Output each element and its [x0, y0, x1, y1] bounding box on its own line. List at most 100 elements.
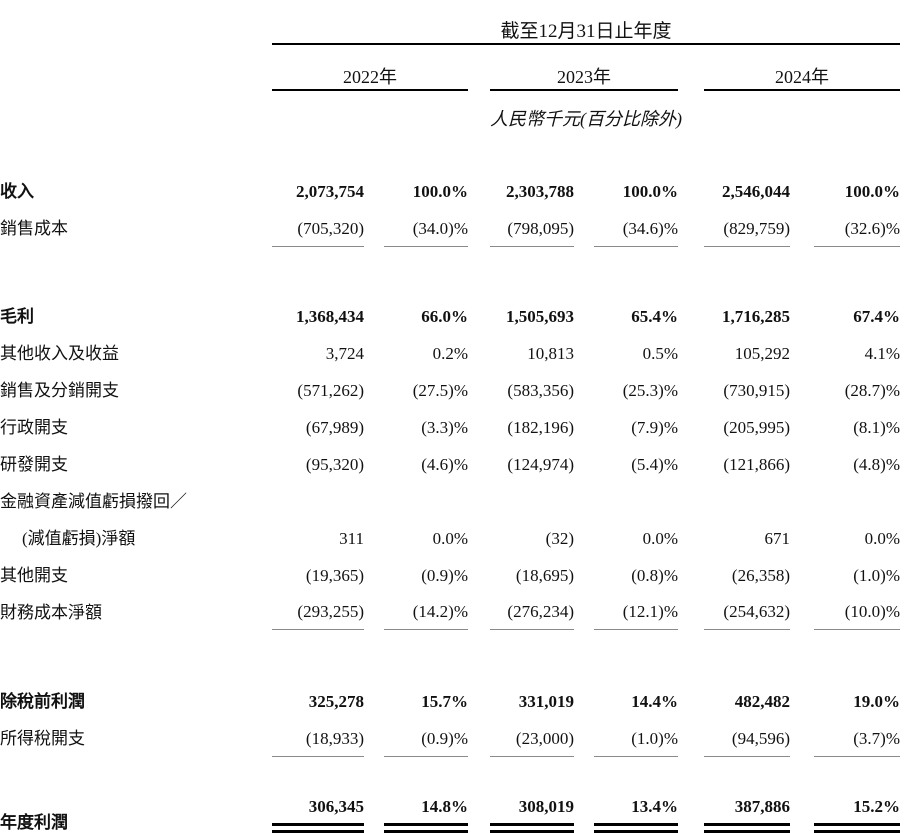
period-title: 截至12月31日止年度: [272, 2, 900, 45]
amount-cell: (205,995): [704, 408, 790, 445]
percent-cell: [814, 482, 900, 519]
percent-value: 65.4%: [631, 306, 678, 326]
amount-value: (94,596): [731, 728, 790, 748]
percent-value: 66.0%: [421, 306, 468, 326]
row-label: 金融資產減值虧損撥回／: [0, 491, 187, 511]
row-label: 銷售成本: [0, 219, 68, 238]
amount-value: (829,759): [723, 218, 790, 238]
amount-cell: (276,234): [490, 592, 574, 630]
percent-cell: 13.4%: [594, 797, 678, 833]
column-gap: [790, 172, 814, 209]
row-label: 所得稅開支: [0, 729, 85, 748]
amount-value: (254,632): [723, 602, 790, 621]
percent-value: 14.4%: [631, 692, 678, 711]
column-gap: [364, 172, 384, 209]
column-gap: [364, 297, 384, 334]
column-gap: [790, 371, 814, 408]
amount-cell: 1,716,285: [704, 297, 790, 334]
column-gap: [364, 209, 384, 246]
column-gap: [574, 593, 594, 630]
percent-cell: 0.0%: [814, 519, 900, 556]
amount-cell: 2,546,044: [704, 172, 790, 209]
year-header-2022: 2022年: [272, 44, 468, 91]
amount-value: 331,019: [518, 692, 574, 711]
column-gap: [678, 408, 704, 445]
percent-cell: 100.0%: [384, 172, 468, 209]
amount-cell: (94,596): [704, 719, 790, 757]
percent-value: (34.6)%: [622, 218, 678, 238]
amount-cell: 2,303,788: [490, 172, 574, 209]
row-label: (減值虧損)淨額: [22, 528, 136, 548]
amount-value: (26,358): [731, 565, 790, 585]
column-gap: [468, 44, 490, 90]
amount-cell: (26,358): [704, 556, 790, 593]
percent-cell: 0.0%: [594, 519, 678, 556]
column-gap: [678, 445, 704, 482]
percent-value: (7.9)%: [631, 417, 678, 437]
amount-value: 387,886: [734, 796, 790, 816]
spacer-row: [0, 246, 900, 297]
amount-cell: 331,019: [490, 682, 574, 719]
percent-cell: (1.0)%: [814, 556, 900, 593]
column-gap: [790, 797, 814, 833]
amount-value: 306,345: [308, 796, 364, 816]
percent-value: 4.1%: [864, 343, 900, 363]
percent-cell: 67.4%: [814, 297, 900, 334]
column-gap: [678, 719, 704, 756]
corner-cell: [0, 2, 272, 44]
column-gap: [364, 797, 384, 833]
column-gap: [678, 556, 704, 593]
percent-cell: (25.3)%: [594, 371, 678, 408]
column-gap: [678, 797, 704, 833]
percent-value: (5.4)%: [631, 454, 678, 474]
percent-cell: 19.0%: [814, 682, 900, 719]
column-gap: [468, 797, 490, 833]
amount-value: (705,320): [297, 218, 364, 238]
amount-cell: (705,320): [272, 209, 364, 247]
amount-cell: 2,073,754: [272, 172, 364, 209]
percent-value: (34.0)%: [412, 218, 468, 238]
amount-value: 325,278: [308, 692, 364, 711]
column-gap: [364, 482, 384, 519]
corner-cell: [0, 44, 272, 90]
row-label: 財務成本淨額: [0, 602, 102, 622]
amount-value: 482,482: [734, 692, 790, 711]
column-gap: [678, 334, 704, 371]
amount-cell: 3,724: [272, 334, 364, 371]
percent-value: 0.0%: [432, 528, 468, 548]
amount-cell: (23,000): [490, 719, 574, 757]
row-label: 其他開支: [0, 565, 68, 585]
amount-value: (571,262): [297, 380, 364, 400]
amount-cell: (121,866): [704, 445, 790, 482]
double-rule: [814, 822, 900, 833]
year-header-2023: 2023年: [490, 44, 678, 91]
percent-cell: (5.4)%: [594, 445, 678, 482]
amount-cell: (798,095): [490, 209, 574, 247]
column-gap: [468, 297, 490, 334]
double-rule: [384, 822, 468, 833]
percent-cell: (34.0)%: [384, 209, 468, 247]
percent-cell: [384, 482, 468, 519]
percent-value: (1.0)%: [631, 728, 678, 748]
amount-value: (23,000): [515, 728, 574, 748]
percent-cell: (8.1)%: [814, 408, 900, 445]
table-row: 除稅前利潤 325,278 15.7% 331,019 14.4% 482,482 19.0…: [0, 682, 900, 719]
table-row: 其他收入及收益 3,724 0.2% 10,813 0.5% 105,292 4.1%: [0, 334, 900, 371]
column-gap: [678, 44, 704, 90]
percent-value: (0.8)%: [631, 565, 678, 585]
amount-value: 1,505,693: [506, 306, 574, 326]
corner-cell: [0, 90, 272, 144]
percent-value: (27.5)%: [412, 380, 468, 400]
table-row: 銷售成本 (705,320) (34.0)% (798,095) (34.6)% (829…: [0, 209, 900, 247]
spacer-cell: [0, 756, 900, 797]
spacer-cell: [0, 246, 900, 297]
column-gap: [468, 408, 490, 445]
column-gap: [574, 445, 594, 482]
column-gap: [364, 719, 384, 756]
amount-cell: (67,989): [272, 408, 364, 445]
percent-cell: (1.0)%: [594, 719, 678, 757]
percent-value: (1.0)%: [853, 565, 900, 585]
column-gap: [574, 556, 594, 593]
percent-cell: (28.7)%: [814, 371, 900, 408]
row-label: 毛利: [0, 306, 34, 326]
